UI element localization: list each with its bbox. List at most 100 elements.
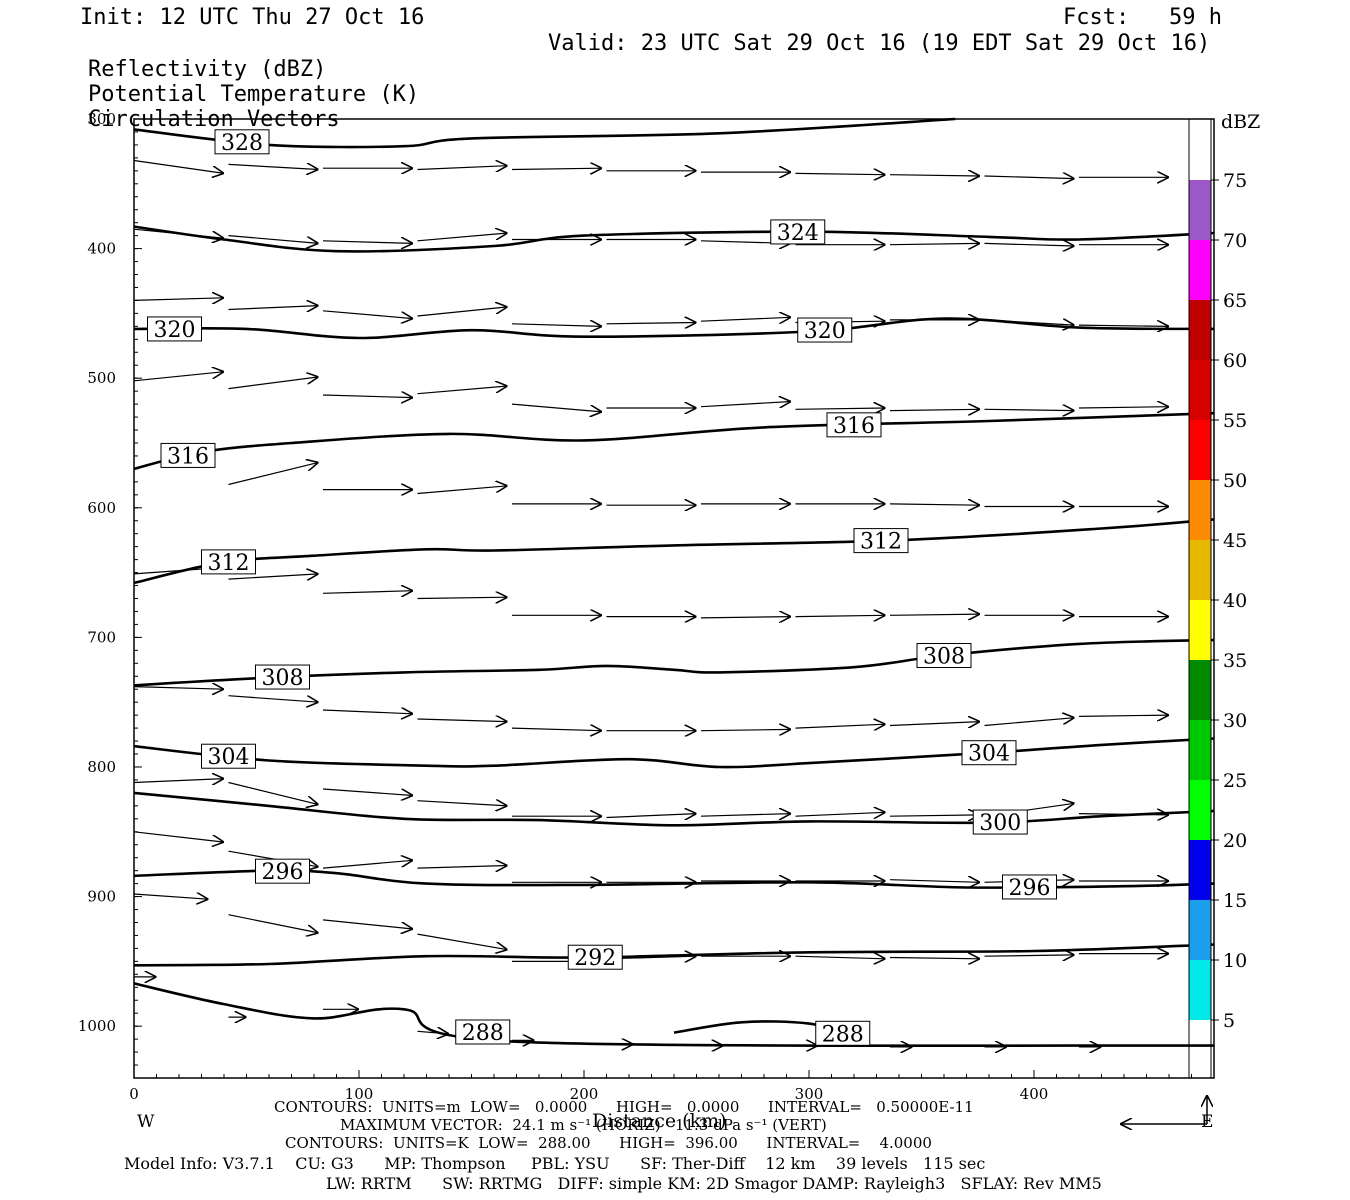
theta-label-box: [770, 219, 826, 245]
circulation-vector: [133, 687, 224, 690]
contour-info-1: CONTOURS: UNITS=m LOW= 0.0000 HIGH= 0.00…: [274, 1098, 974, 1116]
circulation-vector: [322, 860, 413, 869]
colorbar-bin-30: [1189, 660, 1211, 720]
theta-label-box: [201, 549, 256, 575]
colorbar-bin-45: [1189, 480, 1211, 540]
theta-label-288: 288: [462, 1021, 504, 1046]
theta-label-328: 328: [221, 131, 263, 156]
y-tick-label: 700: [87, 628, 116, 646]
circulation-vector: [228, 377, 319, 390]
circulation-vector: [511, 728, 602, 731]
circulation-vector: [417, 719, 508, 722]
field-name-theta: Potential Temperature (K): [88, 82, 420, 107]
colorbar-tick-label: 35: [1223, 650, 1247, 672]
colorbar-tick-label: 15: [1223, 890, 1247, 912]
circulation-vector: [417, 386, 508, 395]
circulation-vector: [795, 173, 886, 174]
circulation-vector: [417, 486, 508, 495]
circulation-vector: [417, 233, 508, 242]
theta-label-324: 324: [777, 221, 819, 246]
theta-label-288: 288: [822, 1022, 864, 1047]
theta-contour-300: [133, 791, 1215, 827]
circulation-vector: [228, 462, 319, 486]
y-tick-label: 1000: [78, 1017, 116, 1035]
circulation-vector: [889, 880, 980, 883]
circulation-vector: [417, 1031, 450, 1034]
circulation-vector: [133, 372, 224, 382]
circulation-vector: [606, 323, 697, 324]
circulation-vector: [889, 958, 980, 959]
theta-label-box: [797, 317, 853, 343]
circulation-vector: [133, 228, 224, 238]
x-axis: 0 100 200 300 400: [129, 1070, 1215, 1103]
theta-label-308: 308: [262, 666, 304, 691]
circulation-vectors: [133, 159, 1169, 1047]
circulation-vector: [133, 298, 224, 301]
circulation-vector: [700, 729, 791, 730]
colorbar-tick-label: 55: [1223, 410, 1247, 432]
circulation-vector: [511, 168, 602, 169]
circulation-vector: [228, 164, 319, 169]
colorbar-tick-label: 60: [1223, 350, 1247, 372]
circulation-vector: [417, 166, 508, 170]
colorbar-tick-label: 30: [1223, 710, 1247, 732]
y-tick-label: 800: [87, 758, 116, 776]
circulation-vector: [133, 894, 208, 899]
theta-label-296: 296: [1009, 876, 1051, 901]
y-tick-label: 900: [87, 888, 116, 906]
contour-info-2: CONTOURS: UNITS=K LOW= 288.00 HIGH= 396.…: [285, 1134, 932, 1152]
theta-label-box: [455, 1019, 511, 1045]
theta-label-296: 296: [262, 860, 304, 885]
circulation-vector: [889, 614, 980, 615]
circulation-vector: [322, 310, 413, 319]
y-tick-label: 600: [87, 499, 116, 517]
theta-label-312: 312: [860, 530, 902, 555]
init-time: Init: 12 UTC Thu 27 Oct 16: [80, 5, 425, 30]
colorbar-frame: [1188, 118, 1212, 1079]
colorbar-bin-40: [1189, 540, 1211, 600]
circulation-vector: [889, 504, 980, 505]
colorbar-tick-label: 45: [1223, 530, 1247, 552]
circulation-vector: [795, 615, 886, 616]
circulation-vector: [700, 317, 791, 321]
plot-frame: [133, 118, 1215, 1079]
colorbar-bin-50: [1189, 420, 1211, 480]
circulation-vector: [228, 914, 319, 933]
y-tick-label: 300: [87, 110, 116, 128]
circulation-vector: [417, 801, 508, 806]
colorbar-tick-label: 50: [1223, 470, 1247, 492]
theta-label-304: 304: [208, 745, 250, 770]
colorbar-bin-55: [1189, 360, 1211, 420]
colorbar-bin-25: [1189, 720, 1211, 780]
theta-label-box: [916, 643, 972, 669]
circulation-vector: [984, 320, 1075, 325]
circulation-vector: [133, 779, 224, 783]
theta-label-box: [972, 809, 1028, 835]
colorbar-bin-20: [1189, 780, 1211, 840]
circulation-vector: [889, 722, 980, 726]
theta-label-box: [255, 664, 310, 690]
circulation-vector: [133, 159, 224, 174]
circulation-vector: [322, 241, 413, 244]
colorbar-title: dBZ: [1221, 111, 1260, 133]
circulation-vector: [322, 395, 413, 398]
theta-label-box: [853, 528, 909, 554]
valid-time: Valid: 23 UTC Sat 29 Oct 16 (19 EDT Sat …: [548, 31, 1211, 56]
reference-vector: [1120, 1095, 1207, 1124]
theta-contour-288: [133, 982, 1215, 1048]
circulation-vector: [228, 574, 319, 579]
circulation-vector: [133, 831, 224, 842]
circulation-vector: [889, 815, 980, 816]
reflectivity-colorbar: 5 10 15 20 25 30 35 40 45 50 55 60 65 70 75 dBZ: [1188, 111, 1260, 1079]
colorbar-tick-label: 20: [1223, 830, 1247, 852]
theta-label-box: [1002, 874, 1057, 900]
theta-label-box: [826, 412, 882, 438]
theta-contour-324: [133, 225, 1215, 253]
colorbar-tick-label: 10: [1223, 950, 1247, 972]
circulation-vector: [984, 176, 1075, 179]
x-tick-label: 400: [1020, 1085, 1049, 1103]
x-axis-title: Distance (km): [592, 1110, 727, 1132]
circulation-vector: [700, 814, 791, 817]
colorbar-bin-60: [1189, 300, 1211, 360]
